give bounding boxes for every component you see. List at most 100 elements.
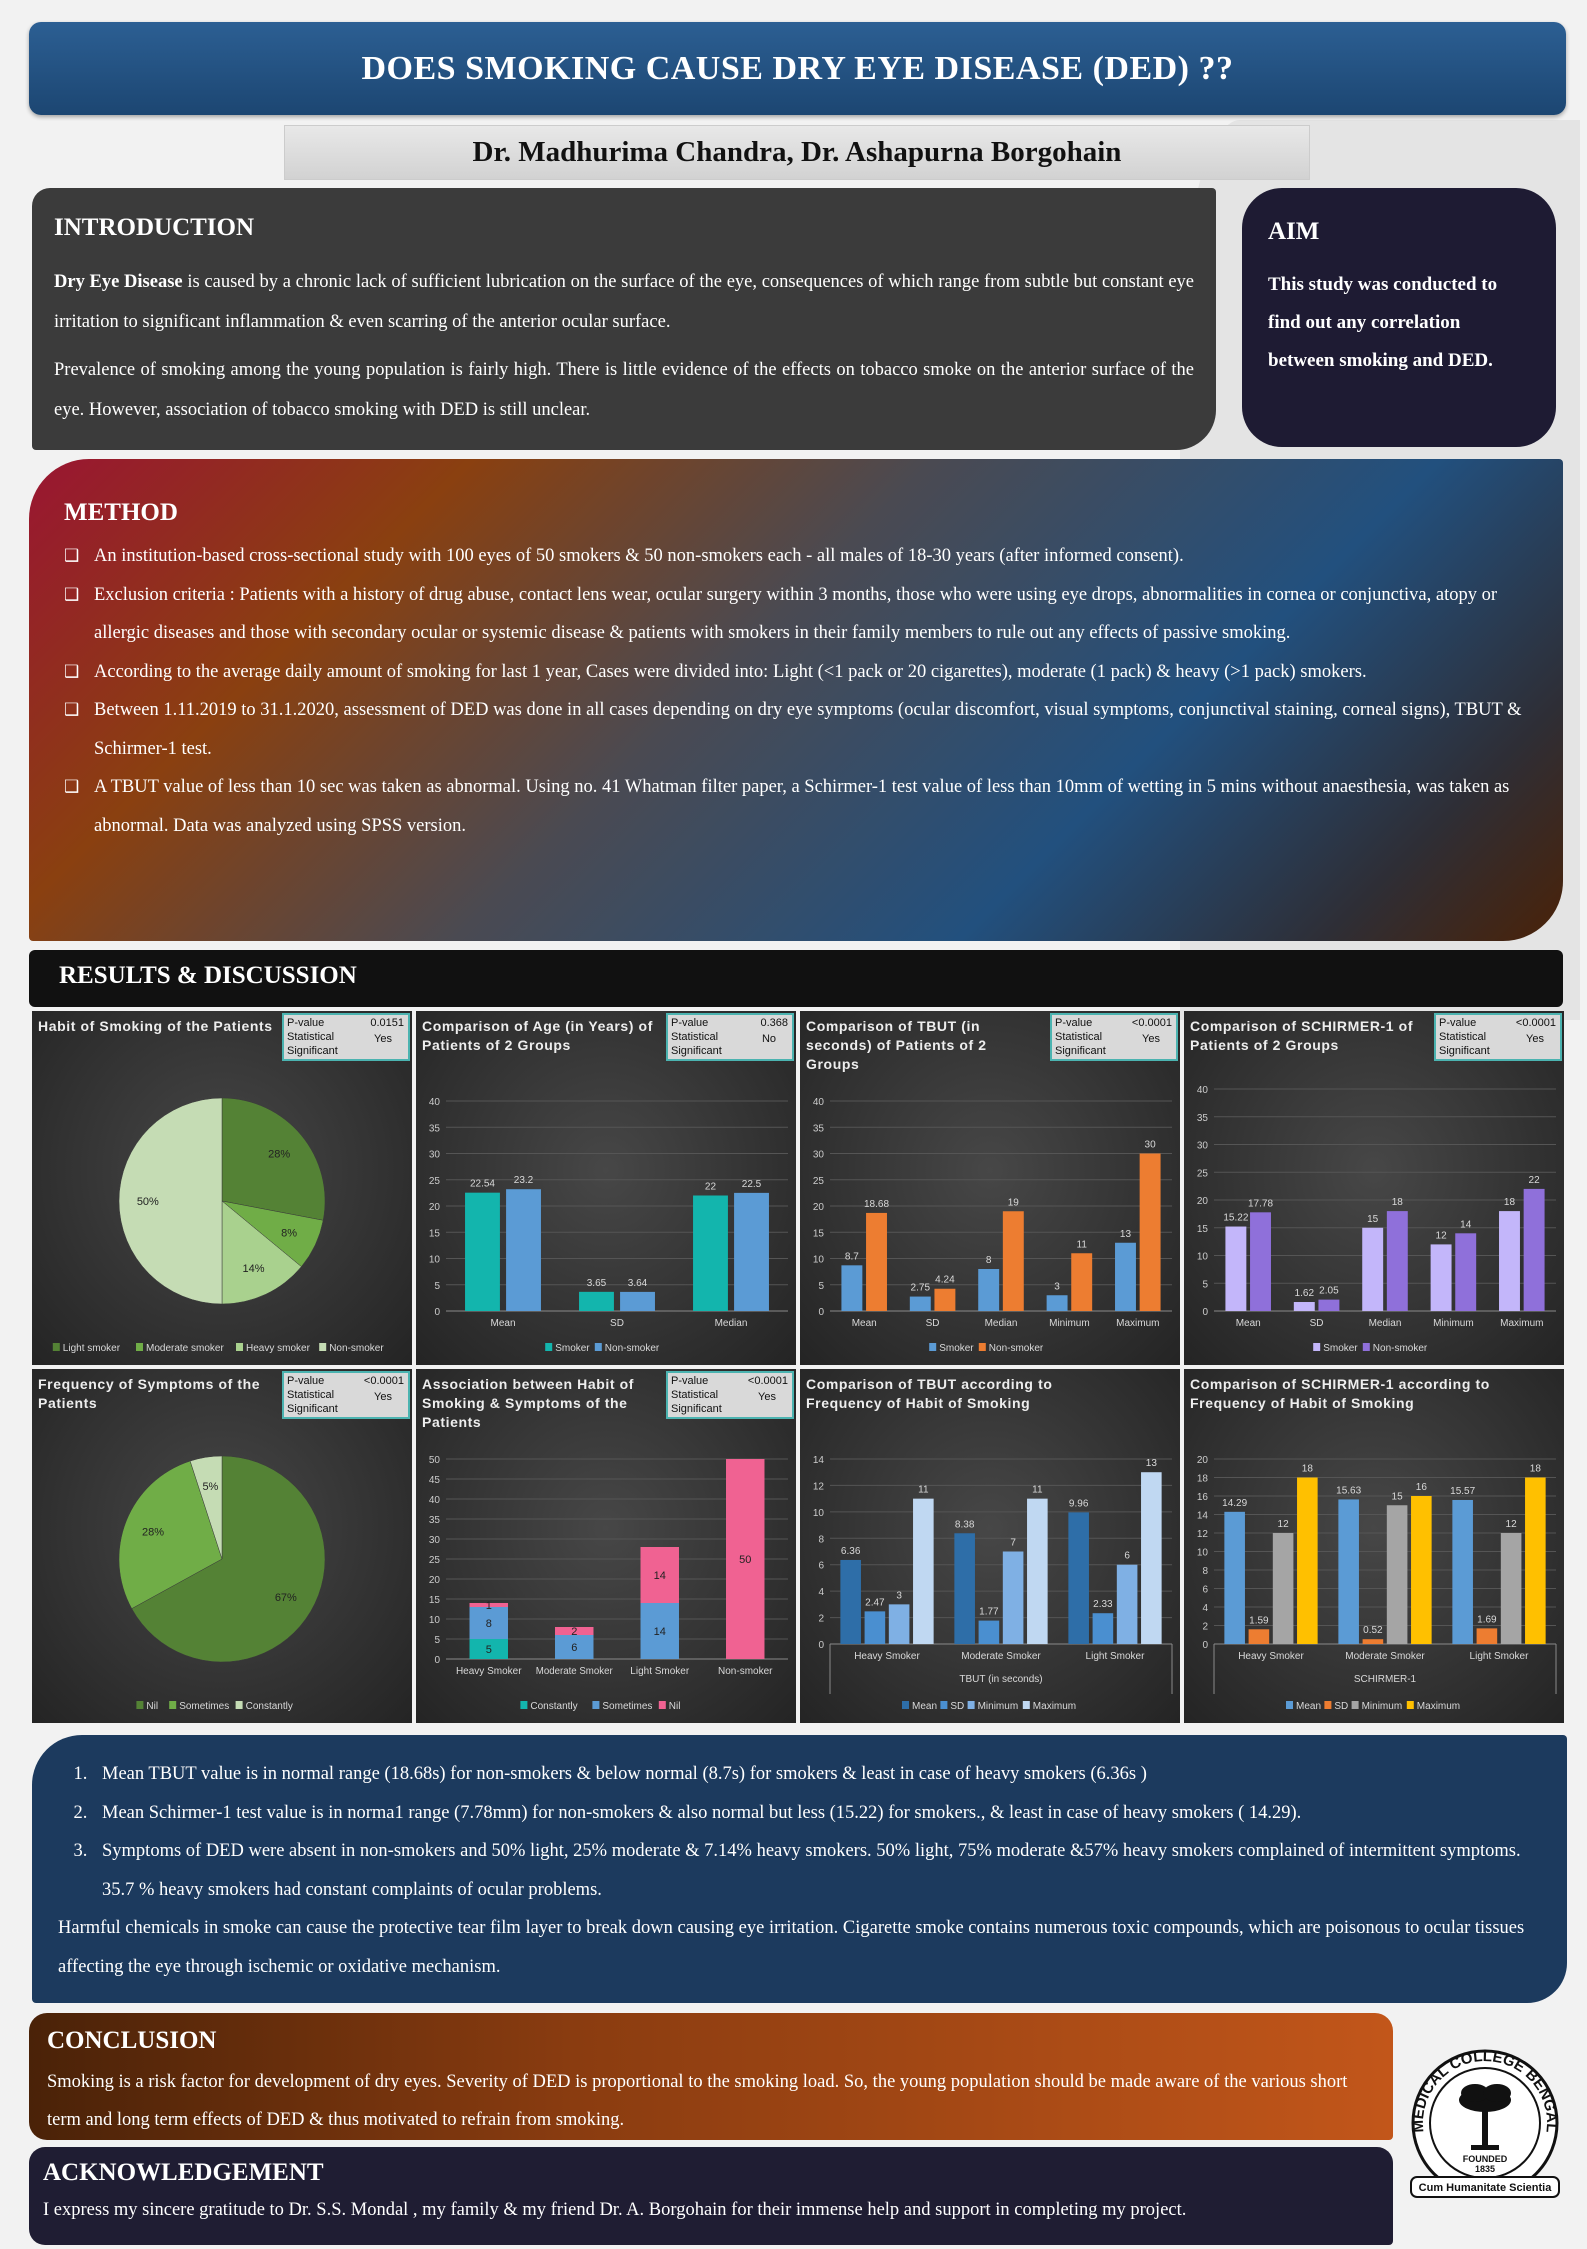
legend-swatch [319, 1343, 327, 1351]
significant-label: Significant [671, 1045, 722, 1057]
introduction-paragraph-2: Prevalence of smoking among the young po… [54, 360, 1194, 420]
chart-panel: 0 5 10 15 20 25 30 35 40 22.54 23.2 Mean 3.65 3.64 SD 2… [416, 1011, 796, 1365]
legend-label: Mean [1296, 1701, 1321, 1712]
bar-value-label: 22.54 [470, 1179, 495, 1190]
bar [1272, 1533, 1294, 1644]
bar-value-label: 8.38 [955, 1519, 975, 1530]
legend-label: Smoker [939, 1343, 974, 1354]
bar-value-label: 12 [1278, 1519, 1290, 1530]
bar [888, 1604, 910, 1644]
bar-segment [726, 1459, 765, 1659]
bar-value-label: 2.05 [1319, 1286, 1339, 1297]
bar-value-label: 1 [486, 1600, 492, 1612]
p-value-label: P-value [287, 1017, 325, 1029]
p-value-box: P-value 0.0151 Statistical Significant Yes [282, 1013, 410, 1061]
legend-label: Heavy smoker [246, 1343, 311, 1354]
method-list: An institution-based cross-sectional stu… [64, 537, 1543, 845]
bar-value-label: 8.7 [845, 1251, 859, 1262]
y-tick-label: 40 [1197, 1085, 1209, 1096]
legend-label: Smoker [1323, 1343, 1358, 1354]
y-tick-label: 0 [434, 1655, 440, 1666]
bar-value-label: 2 [571, 1626, 577, 1638]
legend-label: Constantly [246, 1701, 293, 1712]
y-tick-label: 12 [1197, 1529, 1209, 1540]
pie-slice [189, 1455, 223, 1560]
chart-panel: 0 5 10 15 20 25 30 35 40 8.7 18.68 Mean 2.75 4.24 SD 8 1… [800, 1011, 1180, 1365]
x-tick-label: Heavy Smoker [456, 1666, 522, 1677]
y-tick-label: 20 [1197, 1455, 1209, 1466]
p-value-label: P-value [1439, 1017, 1477, 1029]
x-tick-label: Light Smoker [630, 1666, 690, 1677]
y-tick-label: 5 [434, 1635, 440, 1646]
method-item: Exclusion criteria : Patients with a his… [64, 576, 1543, 653]
x-tick-label: Non-smoker [718, 1666, 773, 1677]
bar-value-label: 7 [1010, 1538, 1016, 1549]
legend-swatch [136, 1343, 143, 1351]
bar-value-label: 0.52 [1363, 1625, 1383, 1636]
legend-swatch [52, 1343, 60, 1351]
discussion-paragraph: Harmful chemicals in smoke can cause the… [58, 1918, 1525, 1977]
bar-value-label: 15.63 [1336, 1485, 1361, 1496]
legend-swatch [235, 1701, 243, 1709]
bar [978, 1269, 1000, 1311]
significant-value: Yes [1526, 1033, 1544, 1045]
bar-value-label: 14 [1460, 1219, 1472, 1230]
bar-value-label: 22.5 [742, 1179, 762, 1190]
slice-label: 28% [268, 1149, 290, 1161]
introduction-section: INTRODUCTION Dry Eye Disease is caused b… [32, 188, 1216, 450]
bar-value-label: 1.69 [1477, 1614, 1497, 1625]
y-tick-label: 14 [1197, 1511, 1209, 1522]
x-tick-label: Minimum [1433, 1318, 1474, 1329]
y-tick-label: 20 [429, 1575, 441, 1586]
legend-swatch [929, 1343, 937, 1351]
bar-segment [469, 1639, 508, 1659]
bar-value-label: 11 [1032, 1485, 1043, 1496]
bar [840, 1559, 861, 1644]
chart-svg: 0 2 4 6 8 10 12 14 6.36 2.47 3 11 Heavy Smoker 8.38 1.… [813, 1455, 1173, 1712]
aim-heading: AIM [1268, 218, 1320, 245]
bar-value-label: 19 [1008, 1197, 1020, 1208]
chart-panel: 0 2 4 6 8 10 12 14 6.36 2.47 3 11 Heavy Smoker 8.38 1.… [800, 1369, 1180, 1723]
bar-value-label: 1.77 [979, 1607, 999, 1618]
y-tick-label: 25 [1197, 1168, 1209, 1179]
significant-label: Statistical [671, 1389, 719, 1401]
bar [1092, 1613, 1114, 1644]
y-tick-label: 30 [813, 1150, 825, 1161]
y-tick-label: 30 [1197, 1141, 1209, 1152]
logo-founded: FOUNDED [1463, 2154, 1508, 2164]
chart-svg: 0 5 10 15 20 25 30 35 40 8.7 18.68 Mean 2.75 4.24 SD 8 1… [813, 1097, 1172, 1354]
legend-label: Constantly [530, 1701, 577, 1712]
x-tick-label: Maximum [1500, 1318, 1543, 1329]
bar-value-label: 18 [1530, 1464, 1542, 1475]
acknowledgement-heading: ACKNOWLEDGEMENT [43, 2159, 324, 2186]
y-tick-label: 35 [813, 1123, 825, 1134]
intro-text: is caused by a chronic lack of sufficien… [54, 272, 1194, 332]
y-tick-label: 15 [429, 1228, 441, 1239]
chart-title: Comparison of TBUT (in seconds) of Patie… [806, 1018, 987, 1072]
bar [1225, 1226, 1247, 1311]
p-value-box: P-value <0.0001 Statistical Significant Yes [282, 1371, 410, 1419]
bar [913, 1498, 934, 1644]
bar [1386, 1505, 1408, 1644]
chart-panel: 67% 28% 5% Nil Sometimes Constantly Frequency … [32, 1369, 412, 1723]
chart-title: Comparison of SCHIRMER-1 of Patients of … [1190, 1018, 1414, 1053]
chart-title: Frequency of Symptoms of the Patients [38, 1376, 261, 1411]
bar [1068, 1512, 1089, 1644]
pie-slice [131, 1455, 326, 1663]
bar [934, 1288, 956, 1311]
bar-value-label: 18 [1504, 1197, 1516, 1208]
bar-value-label: 3.64 [628, 1278, 648, 1289]
y-tick-label: 8 [818, 1534, 824, 1545]
bar-value-label: 23.2 [514, 1175, 534, 1186]
bar-value-label: 11 [1077, 1239, 1088, 1250]
bar-value-label: 18 [1302, 1464, 1314, 1475]
significant-label: Significant [671, 1403, 722, 1415]
y-tick-label: 35 [429, 1123, 441, 1134]
p-value-box: P-value 0.368 Statistical Significant No [666, 1013, 794, 1061]
bar [954, 1533, 975, 1644]
y-tick-label: 4 [818, 1587, 824, 1598]
legend-swatch [1324, 1701, 1332, 1709]
discussion-item: Mean Schirmer-1 test value is in norma1 … [92, 1794, 1541, 1833]
legend-swatch [592, 1701, 600, 1709]
method-item: A TBUT value of less than 10 sec was tak… [64, 768, 1543, 845]
